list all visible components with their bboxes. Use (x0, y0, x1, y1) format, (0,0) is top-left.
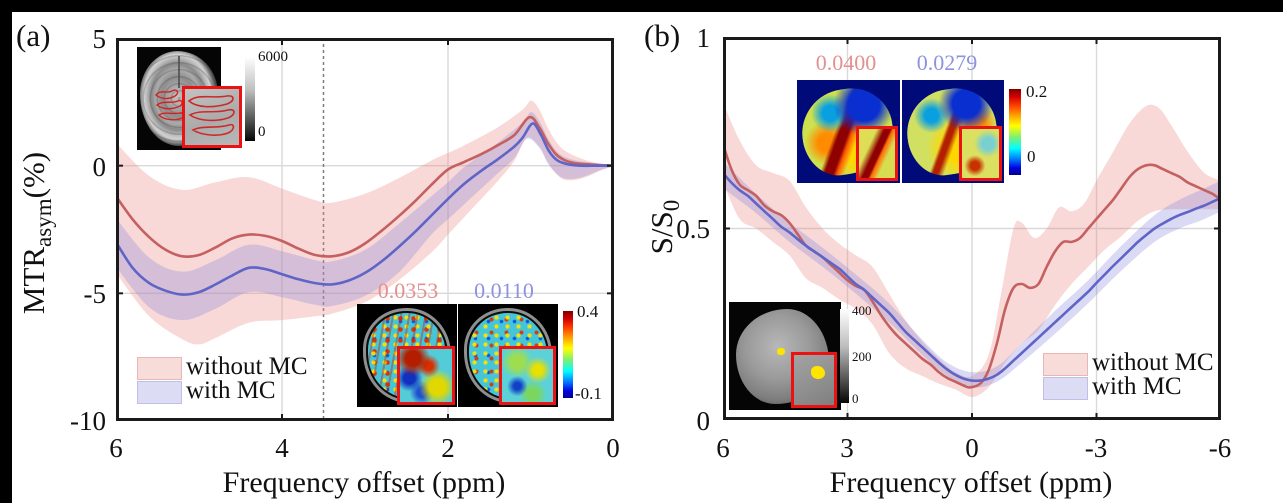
anatomy-inset-b (729, 302, 841, 410)
left-border-bar (0, 0, 12, 503)
anatomy-colorbar-a (245, 57, 255, 141)
roi-zoom-box (182, 86, 242, 148)
panel-a-letter: (a) (16, 18, 51, 53)
panel-b-ytick-0: 0 (696, 406, 711, 436)
map-b-value-without-mc: 0.0400 (815, 50, 877, 75)
panel-a-ytick-5: 5 (92, 24, 107, 54)
apt-map-without-mc (797, 80, 900, 183)
map-colorbar-a (563, 311, 573, 398)
anatomy-colorbar-a-max: 6000 (258, 49, 288, 65)
panel-a-xtick-4: 4 (275, 433, 289, 463)
legend-b-swatch-with-mc (1043, 377, 1088, 400)
panel-b-xtick-0: 0 (965, 433, 979, 463)
panel-a-xtick-0: 0 (606, 433, 620, 463)
anatomy-colorbar-b (840, 309, 849, 403)
panel-b-xtick-6: 6 (716, 433, 730, 463)
top-border-bar (0, 0, 1283, 12)
panel-b-x-axis-title: Frequency offset (ppm) (829, 466, 1113, 499)
map-zoom-box-with-mc (959, 126, 1002, 181)
panel-a-xtick-6: 6 (109, 433, 123, 463)
legend-a-label-with-mc: with MC (186, 377, 276, 404)
roi-seed-dot-zoomed (811, 366, 825, 379)
panel-a-plot-area (116, 38, 614, 421)
legend-b-swatch-without-mc (1043, 353, 1088, 376)
map-a-value-with-mc: 0.0110 (474, 278, 534, 303)
map-zoom-box-without-mc (397, 346, 455, 405)
panel-a-ytick-m10: -10 (70, 406, 106, 436)
legend-b-label-with-mc: with MC (1092, 373, 1182, 400)
anatomy-colorbar-b-max: 400 (852, 303, 872, 318)
panel-a-y-title-subscript: asym (31, 198, 57, 247)
map-colorbar-a-max: 0.4 (577, 302, 599, 321)
mtr-map-without-mc (357, 304, 457, 407)
map-zoom-box-without-mc (856, 126, 898, 181)
panel-b-y-title-main: S/S (644, 211, 679, 255)
panel-b-y-title-subscript: 0 (659, 199, 685, 212)
map-zoom-box-with-mc (499, 346, 556, 405)
panel-a-ytick-m5: -5 (83, 279, 107, 309)
legend-a-swatch-without-mc (137, 357, 182, 380)
panel-a-ytick-0: 0 (92, 152, 107, 182)
panel-a-y-axis-title: MTRasym(%) (16, 118, 56, 348)
anatomy-colorbar-a-min: 0 (258, 124, 266, 140)
map-colorbar-b (1009, 89, 1021, 175)
map-a-value-without-mc: 0.0353 (377, 278, 439, 303)
panel-a-xtick-2: 2 (441, 433, 455, 463)
map-colorbar-a-min: -0.1 (575, 384, 602, 403)
panel-b-xtick-3: 3 (840, 433, 854, 463)
apt-map-with-mc (902, 80, 1004, 183)
anatomy-colorbar-b-mid: 200 (852, 349, 872, 364)
anatomy-inset-a (137, 47, 242, 150)
panel-b-y-axis-title: S/S0 (644, 172, 684, 282)
panel-b-xtick-m3: -3 (1084, 433, 1108, 463)
panel-b-xtick-m6: -6 (1208, 433, 1232, 463)
map-colorbar-b-max: 0.2 (1026, 82, 1048, 101)
mtr-map-with-mc (458, 304, 558, 407)
panel-b-ytick-1: 1 (696, 23, 711, 53)
legend-a-swatch-with-mc (137, 381, 182, 404)
map-b-value-with-mc: 0.0279 (916, 50, 978, 75)
roi-seed-dot (777, 348, 785, 355)
legend-b-label-without-mc: without MC (1092, 349, 1214, 376)
panel-a-y-title-main: MTR (16, 246, 51, 315)
panel-b-letter: (b) (644, 18, 681, 53)
anatomy-colorbar-b-min: 0 (852, 391, 859, 406)
panel-a-y-title-unit: (%) (16, 151, 51, 199)
roi-zoom-contours (187, 95, 235, 136)
panel-b-plot-area (723, 37, 1221, 420)
panel-a-x-axis-title: Frequency offset (ppm) (222, 466, 506, 499)
legend-a-label-without-mc: without MC (186, 353, 308, 380)
panel-b-ytick-05: 0.5 (676, 214, 710, 244)
roi-zoom-box (791, 352, 837, 408)
map-colorbar-b-min: 0 (1027, 147, 1036, 166)
